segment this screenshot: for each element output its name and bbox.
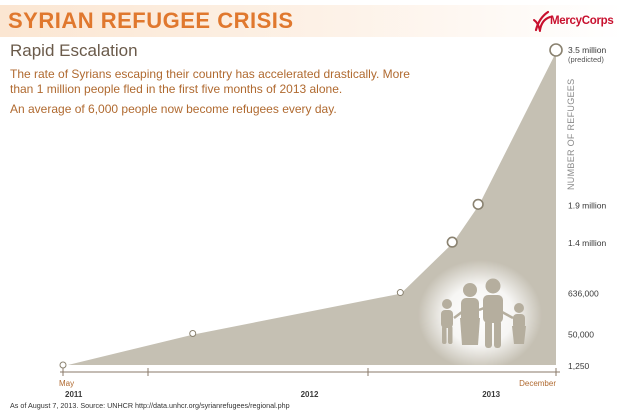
predicted-note: (predicted) [568, 55, 604, 64]
adult-figure-left-icon [460, 283, 480, 345]
page-title: SYRIAN REFUGEE CRISIS [8, 8, 294, 33]
child-figure-left-icon [441, 299, 453, 344]
description-paragraph-1: The rate of Syrians escaping their count… [10, 67, 410, 96]
title-banner [0, 5, 623, 37]
data-point-3 [446, 236, 458, 248]
adult-figure-right-icon [483, 278, 503, 348]
child-figure-right-icon [512, 303, 526, 344]
description-paragraph-2: An average of 6,000 people now become re… [10, 102, 337, 116]
data-point-2 [396, 289, 404, 297]
x-tick-label: December [519, 379, 556, 388]
mercycorps-logo: MercyCorps [532, 8, 620, 36]
y-tick-label: 1,250 [568, 361, 590, 371]
data-point-5 [549, 43, 563, 57]
y-tick-label: 3.5 million [568, 45, 607, 55]
y-tick-label: 636,000 [568, 289, 599, 299]
data-point-1 [189, 330, 197, 337]
y-axis-label: NUMBER OF REFUGEES [566, 79, 576, 190]
mercycorps-logo-icon [533, 10, 552, 32]
family-icon-group [418, 260, 542, 370]
data-point-4 [472, 198, 484, 210]
series-line [62, 49, 557, 367]
source-footnote: As of August 7, 2013. Source: UNHCR http… [10, 401, 290, 410]
year-label: 2012 [301, 390, 319, 399]
logo-text: MercyCorps [550, 15, 614, 27]
y-tick-label: 1.4 million [568, 238, 607, 248]
x-tick-label: May [59, 379, 74, 388]
data-point-0 [59, 361, 67, 369]
chart-subtitle: Rapid Escalation [10, 41, 138, 60]
y-tick-label: 1.9 million [568, 200, 607, 210]
year-label: 2011 [65, 390, 83, 399]
year-label: 2013 [482, 390, 500, 399]
y-tick-label: 50,000 [568, 330, 594, 340]
